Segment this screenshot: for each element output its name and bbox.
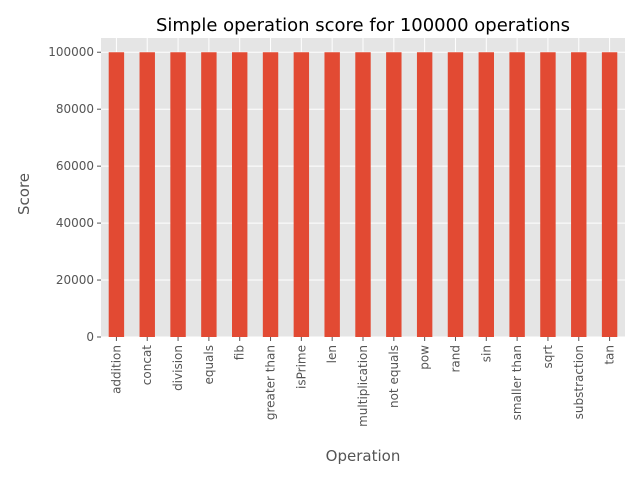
- x-tick-label: tan: [603, 345, 617, 365]
- y-tick-label: 0: [86, 330, 94, 344]
- y-tick-label: 40000: [56, 216, 94, 230]
- x-tick-label: len: [325, 345, 339, 363]
- bar: [478, 52, 494, 337]
- x-tick-label: isPrime: [294, 345, 308, 389]
- y-axis-label: Score: [15, 173, 33, 215]
- bar: [324, 52, 340, 337]
- bar: [108, 52, 125, 337]
- x-tick-label: addition: [109, 345, 123, 394]
- bars: [108, 52, 618, 337]
- bar: [386, 52, 402, 337]
- bar: [416, 52, 433, 337]
- bar: [509, 52, 525, 337]
- x-tick-label: pow: [418, 345, 432, 370]
- x-tick-label: equals: [202, 345, 216, 385]
- y-axis-ticks: 0 20000 40000 60000 80000 100000: [48, 45, 101, 344]
- bar: [447, 52, 464, 337]
- x-tick-label: rand: [448, 345, 462, 373]
- y-tick-label: 80000: [56, 102, 94, 116]
- x-tick-label: fib: [233, 345, 247, 360]
- x-tick-label: greater than: [264, 345, 278, 420]
- y-tick-label: 100000: [48, 45, 94, 59]
- bar: [355, 52, 371, 337]
- x-tick-label: division: [171, 345, 185, 391]
- x-tick-label: sin: [479, 345, 493, 362]
- bar: [139, 52, 155, 337]
- bar: [262, 52, 279, 337]
- y-tick-label: 60000: [56, 159, 94, 173]
- bar: [601, 52, 618, 337]
- bar: [232, 52, 248, 337]
- x-tick-label: concat: [140, 345, 154, 385]
- chart-title: Simple operation score for 100000 operat…: [156, 15, 570, 36]
- bar: [201, 52, 217, 337]
- bar: [540, 52, 556, 337]
- x-tick-label: sqrt: [541, 345, 555, 369]
- y-tick-label: 20000: [56, 273, 94, 287]
- x-tick-label: smaller than: [510, 345, 524, 420]
- x-tick-label: not equals: [387, 345, 401, 408]
- bar: [571, 52, 587, 337]
- bar: [293, 52, 310, 337]
- bar: [170, 52, 186, 337]
- x-tick-label: multiplication: [356, 345, 370, 427]
- x-axis-ticks: addition concat division equals fib greater t…: [109, 337, 617, 427]
- x-tick-label: substraction: [572, 345, 586, 419]
- x-axis-label: Operation: [326, 447, 401, 465]
